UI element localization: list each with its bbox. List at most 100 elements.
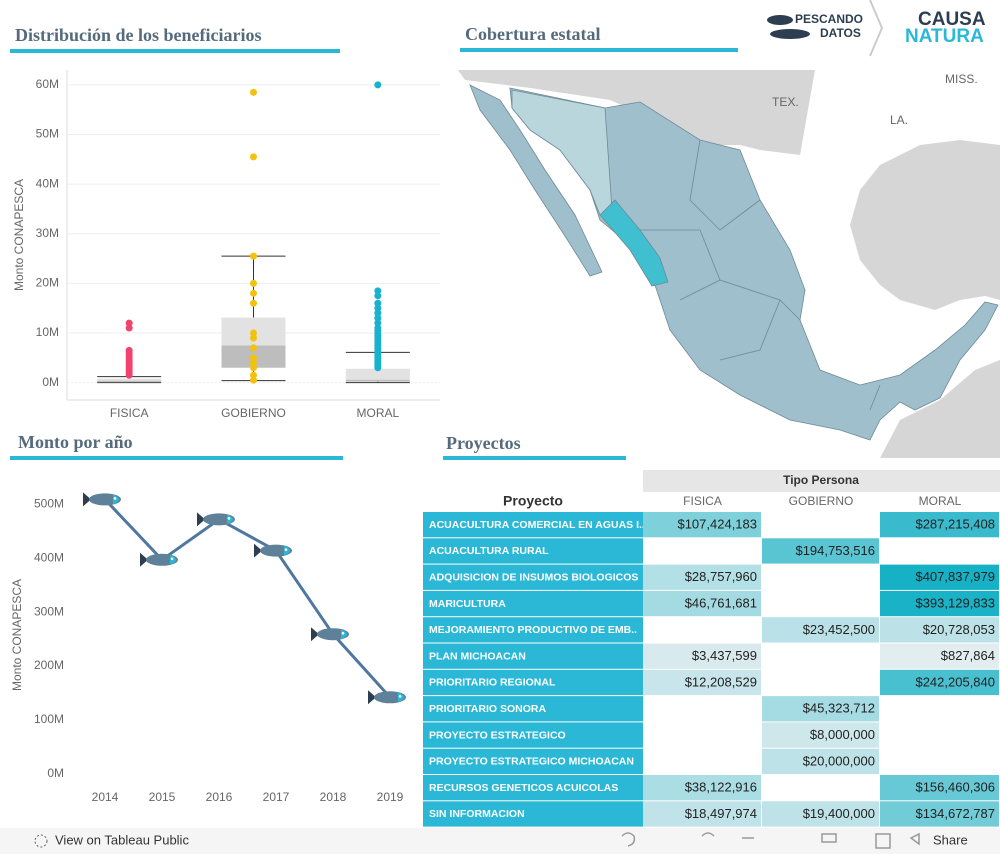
title-underline <box>10 49 340 53</box>
fish-eye <box>284 548 288 551</box>
cell: $20,728,053 <box>923 622 995 637</box>
y-tick-label: 40M <box>36 176 59 190</box>
row-label-bg <box>423 775 643 801</box>
row-label: SIN INFORMACION <box>429 808 525 820</box>
point <box>125 319 133 327</box>
baja <box>469 84 603 277</box>
cell: $28,757,960 <box>685 569 757 584</box>
logo-text: DATOS <box>820 26 861 40</box>
cell: $46,761,681 <box>685 595 757 610</box>
cell: $287,215,408 <box>915 517 995 532</box>
row-label-bg <box>423 722 643 748</box>
x-tick-label: FISICA <box>110 406 149 420</box>
x-tick-label: 2016 <box>206 790 233 804</box>
fish-tail <box>311 627 319 642</box>
fish-eye <box>398 694 402 698</box>
fish-tail <box>254 543 262 558</box>
fish-marker <box>197 512 235 527</box>
row-header: Proyecto <box>503 493 563 509</box>
cell-bg <box>643 643 761 669</box>
cell-bg <box>880 801 999 827</box>
point <box>250 88 257 96</box>
logo-text: CAUSA <box>918 9 986 30</box>
row-label: ACUACULTURA COMERCIAL EN AGUAS I.. <box>429 519 645 531</box>
fish-marker <box>140 552 178 567</box>
row-label-bg <box>423 564 643 590</box>
cell-bg <box>643 669 761 696</box>
cell: $407,837,979 <box>915 569 995 584</box>
cell-bg <box>880 617 999 643</box>
column-header: FISICA <box>683 494 722 508</box>
cell-bg <box>880 643 999 669</box>
fish-tail <box>83 492 91 507</box>
fish-marker <box>311 627 349 642</box>
row-label: PRIORITARIO REGIONAL <box>429 677 556 689</box>
map-label: LA. <box>890 113 908 127</box>
cell: $18,497,974 <box>685 806 757 821</box>
group-header-bg <box>643 470 1000 492</box>
fish-head <box>113 494 119 505</box>
fish-tail <box>197 512 205 527</box>
title-underline <box>10 456 343 460</box>
footer <box>0 828 1000 854</box>
row-label: PRIORITARIO SONORA <box>429 703 546 715</box>
map-label: MISS. <box>945 72 978 86</box>
table-title: Proyectos <box>446 433 521 453</box>
point <box>374 299 382 307</box>
cell-bg <box>762 748 879 774</box>
state-borders <box>640 139 881 411</box>
line <box>103 498 392 699</box>
point <box>374 309 382 317</box>
cell: $19,400,000 <box>803 806 875 821</box>
cell-bg <box>762 801 879 827</box>
fish-tail <box>140 552 148 567</box>
share-button[interactable]: Share <box>933 832 968 847</box>
point <box>125 324 133 332</box>
point <box>374 314 382 322</box>
cell: $156,460,306 <box>915 780 995 795</box>
fish-head <box>284 545 290 556</box>
y-tick-label: 0M <box>42 375 59 389</box>
point <box>250 376 257 384</box>
point <box>250 279 257 287</box>
point <box>125 371 133 379</box>
point <box>374 319 382 327</box>
y-tick-label: 100M <box>34 712 64 726</box>
x-tick-label: 2015 <box>149 790 176 804</box>
row-label-bg <box>423 538 643 564</box>
box-lower <box>97 380 162 383</box>
cell-bg <box>643 801 761 827</box>
group-header: Tipo Persona <box>783 473 859 487</box>
x-tick-label: 2014 <box>92 790 119 804</box>
row-label: PROYECTO ESTRATEGICO MICHOACAN <box>429 756 634 768</box>
row-label: RECURSOS GENETICOS ACUICOLAS <box>429 782 618 794</box>
cell-bg <box>643 564 761 590</box>
cell-bg <box>762 617 879 643</box>
cell: $23,452,500 <box>803 622 875 637</box>
cell-bg <box>880 512 999 538</box>
row-label: PROYECTO ESTRATEGICO <box>429 729 566 741</box>
row-label-bg <box>423 617 643 643</box>
point <box>374 304 382 312</box>
cell-bg <box>643 590 761 617</box>
cell: $20,000,000 <box>803 753 875 768</box>
box-lower <box>345 379 410 382</box>
chart-title: Distribución de los beneficiarios <box>15 25 262 45</box>
fish-eye <box>341 631 345 635</box>
map-title: Cobertura estatal <box>465 24 600 44</box>
divider <box>869 0 884 57</box>
cell-bg <box>643 512 761 538</box>
fish-marker <box>368 690 406 705</box>
fish-head <box>227 514 233 525</box>
cell-bg <box>880 590 999 617</box>
cell-bg <box>762 538 879 564</box>
y-axis-label: Monto CONAPESCA <box>10 579 24 691</box>
toolbar-icons[interactable] <box>621 832 920 849</box>
x-tick-label: 2017 <box>263 790 290 804</box>
footer-link[interactable]: View on Tableau Public <box>55 832 189 847</box>
cell: $393,129,833 <box>915 595 995 610</box>
row-label: ADQUISICION DE INSUMOS BIOLOGICOS <box>429 572 638 584</box>
cell: $12,208,529 <box>685 674 757 689</box>
y-tick-label: 0M <box>47 766 64 780</box>
